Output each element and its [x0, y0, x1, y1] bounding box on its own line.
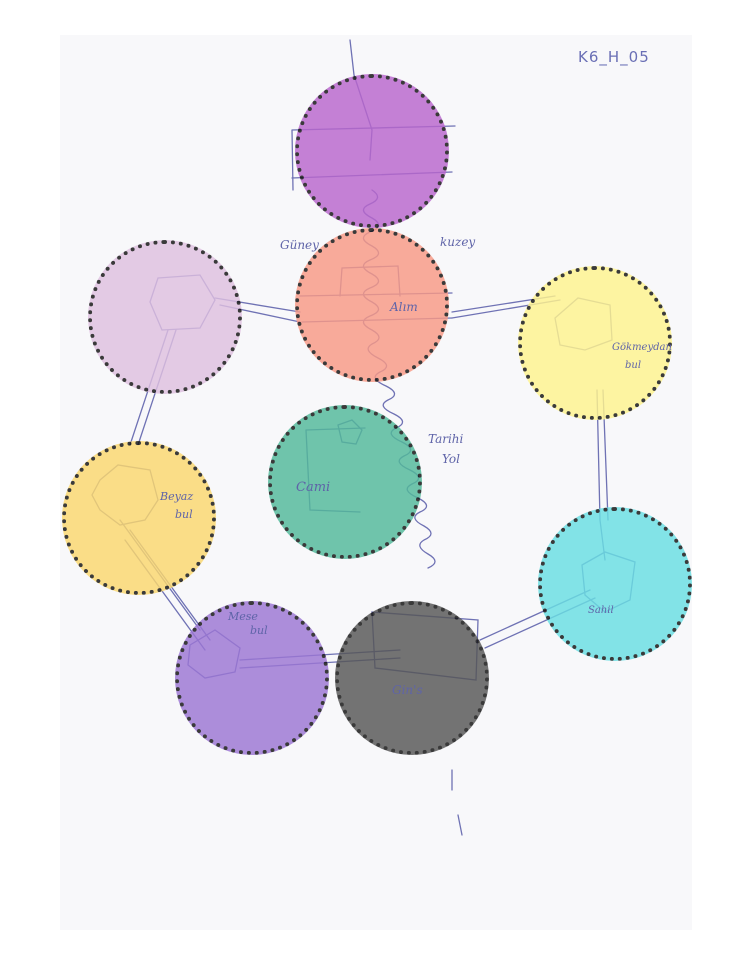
- label-right-upper-1: Gökmeydan: [612, 342, 672, 353]
- region-left-lower: [62, 441, 216, 595]
- region-center: [295, 228, 449, 382]
- label-bottom-left-2: bul: [250, 624, 268, 637]
- region-bottom-left: [175, 601, 329, 755]
- road-dashes: [451, 769, 463, 836]
- label-left-lower-1: Beyaz: [160, 490, 194, 503]
- region-right-upper: [518, 266, 672, 420]
- label-center-middle: Alım: [390, 300, 418, 314]
- region-top: [295, 74, 449, 228]
- label-center-right: kuzey: [440, 235, 476, 249]
- label-right-upper-2: bul: [625, 360, 642, 371]
- label-middle: Cami: [296, 480, 331, 495]
- sheet-id: K6_H_05: [578, 48, 650, 66]
- label-middle-right-1: Tarihi: [428, 432, 464, 446]
- label-left-lower-2: bul: [175, 508, 193, 521]
- region-right-lower: [538, 507, 692, 661]
- region-middle: [268, 405, 422, 559]
- region-left-upper: [88, 240, 242, 394]
- label-bottom-right: Gin's: [392, 683, 423, 697]
- region-bottom-right: [335, 601, 489, 755]
- label-center-left: Güney: [280, 238, 319, 252]
- label-right-lower: Sahil: [588, 605, 614, 616]
- label-bottom-left-1: Mese: [228, 610, 258, 623]
- label-middle-right-2: Yol: [442, 452, 460, 466]
